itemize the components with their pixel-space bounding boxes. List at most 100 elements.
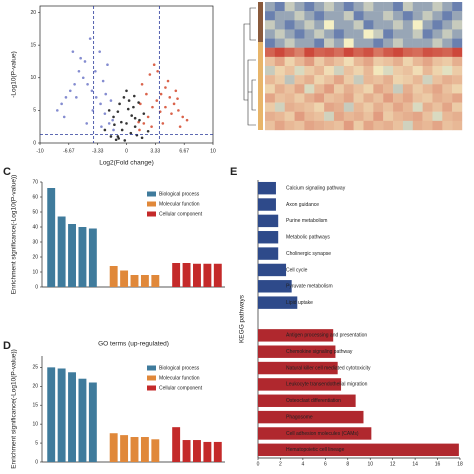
heat-cell xyxy=(442,11,453,21)
heat-cell xyxy=(402,84,413,94)
legend-label: Biological process xyxy=(159,191,200,197)
heat-cell xyxy=(442,102,453,112)
x-tick-label: 6.67 xyxy=(179,148,189,154)
x-tick-label: 14 xyxy=(412,461,418,467)
point xyxy=(129,131,133,135)
dendrogram xyxy=(243,7,256,126)
point xyxy=(133,116,137,120)
point xyxy=(107,109,111,112)
heat-cell xyxy=(373,93,384,103)
heat-cell xyxy=(363,84,374,94)
heat-cell xyxy=(373,11,384,21)
heat-cell xyxy=(333,56,344,67)
bar xyxy=(258,410,364,424)
heat-cell xyxy=(333,47,344,58)
heat-cell xyxy=(284,47,295,58)
heat-cell xyxy=(304,102,315,112)
point xyxy=(174,89,178,93)
heat-cell xyxy=(452,47,463,58)
point xyxy=(130,114,133,117)
heat-cell xyxy=(402,2,413,12)
heat-cell xyxy=(412,20,423,30)
heat-cell xyxy=(265,102,276,112)
heat-cell xyxy=(432,56,443,67)
heat-cell xyxy=(353,11,364,21)
panel-letter: D xyxy=(3,340,11,352)
heat-cell xyxy=(343,93,354,103)
heat-cell xyxy=(373,84,384,94)
heat-cell xyxy=(333,102,344,112)
heat-cell xyxy=(304,56,315,67)
heat-cell xyxy=(402,38,413,48)
heat-cell xyxy=(442,56,453,67)
x-tick-label: 0 xyxy=(257,461,260,467)
heat-cell xyxy=(353,66,364,76)
y-tick-label: 20 xyxy=(32,254,38,260)
point xyxy=(133,125,137,128)
legend-swatch xyxy=(147,375,156,381)
y-tick-label: 5 xyxy=(33,108,36,114)
point xyxy=(113,123,116,127)
bar xyxy=(258,378,342,391)
point xyxy=(71,50,75,53)
bar xyxy=(120,435,129,462)
heat-cell xyxy=(353,84,364,94)
heat-cell xyxy=(333,11,344,21)
heat-cell xyxy=(314,38,325,48)
heat-cell xyxy=(314,20,325,30)
x-tick-label: 16 xyxy=(435,461,441,467)
heat-cell xyxy=(274,56,285,67)
point xyxy=(62,115,66,119)
heat-cell xyxy=(274,102,285,112)
heat-cell xyxy=(393,111,404,122)
bar xyxy=(140,275,149,287)
heat-cell xyxy=(304,120,315,131)
bar xyxy=(193,263,201,287)
x-axis-label: Log2(Fold change) xyxy=(99,160,154,167)
bar xyxy=(172,263,181,287)
heat-cell xyxy=(294,38,305,48)
heat-cell xyxy=(383,84,394,94)
point xyxy=(99,102,102,106)
heat-cell xyxy=(314,102,325,112)
bar xyxy=(213,263,222,287)
heat-cell xyxy=(304,75,315,85)
point xyxy=(151,105,154,109)
point xyxy=(138,128,141,132)
heat-cell xyxy=(363,66,374,76)
bar xyxy=(68,372,76,462)
heat-cell xyxy=(422,29,433,39)
point xyxy=(125,89,128,93)
heat-cell xyxy=(422,66,433,76)
heat-cell xyxy=(353,111,364,122)
point xyxy=(103,112,107,115)
bar xyxy=(258,345,336,358)
heat-cell xyxy=(343,38,354,48)
point xyxy=(85,122,89,125)
point xyxy=(79,56,82,60)
point xyxy=(137,120,140,124)
point xyxy=(88,37,92,40)
heat-cell xyxy=(284,120,295,131)
heat-cell xyxy=(393,2,404,12)
heat-cell xyxy=(422,102,433,112)
heat-cell xyxy=(324,56,335,67)
heat-cell xyxy=(294,102,305,112)
bar xyxy=(78,227,87,287)
category-label: Natural killer cell mediated cytotoxicit… xyxy=(286,365,371,371)
y-tick-label: 15 xyxy=(30,42,36,48)
y-tick-label: 5 xyxy=(35,440,38,446)
heat-cell xyxy=(432,75,443,85)
heat-cell xyxy=(284,56,295,67)
heat-cell xyxy=(412,102,423,112)
heat-cell xyxy=(284,29,295,39)
bar xyxy=(172,427,181,462)
heat-cell xyxy=(294,29,305,39)
heat-cell xyxy=(422,111,433,122)
heat-cell xyxy=(343,2,354,12)
heat-cell xyxy=(324,93,335,103)
heat-cell xyxy=(373,120,384,131)
legend-label: Molecular function xyxy=(159,375,200,381)
point xyxy=(137,101,140,104)
